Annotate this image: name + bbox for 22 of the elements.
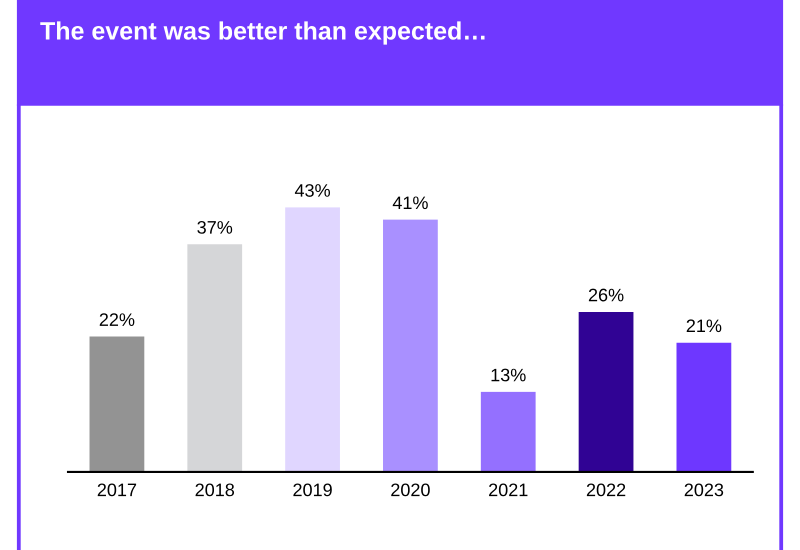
bar [383, 220, 438, 472]
data-label: 43% [294, 184, 330, 197]
data-label: 13% [492, 368, 526, 382]
data-label: 26% [588, 288, 624, 302]
x-tick-label: 2018 [196, 483, 234, 496]
data-label: 37% [197, 220, 232, 234]
bar [578, 312, 634, 472]
bar [90, 336, 144, 472]
bar [480, 392, 536, 472]
data-label: 21% [686, 319, 722, 332]
bar [187, 244, 242, 472]
x-tick-label: 2023 [684, 483, 724, 496]
bar [676, 342, 732, 472]
bar [285, 207, 340, 472]
x-tick-label: 2017 [98, 483, 136, 496]
data-label: 41% [392, 196, 428, 210]
x-tick-label: 2021 [489, 483, 528, 496]
x-tick-label: 2020 [391, 483, 430, 496]
x-tick-label: 2022 [586, 483, 626, 496]
data-label: 22% [100, 313, 134, 326]
x-tick-label: 2019 [293, 483, 332, 496]
chart-title: The event was better than expected… [40, 21, 485, 45]
